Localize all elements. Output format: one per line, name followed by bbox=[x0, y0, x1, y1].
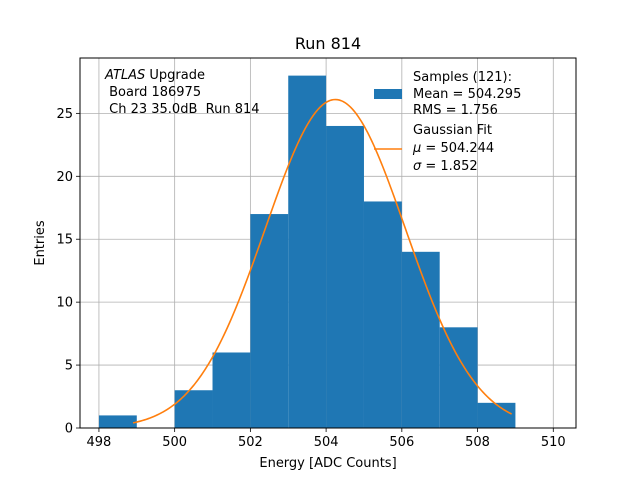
legend-samples-rms: RMS = 1.756 bbox=[413, 103, 498, 118]
upgrade-text: Upgrade bbox=[145, 68, 205, 83]
x-tick-label: 506 bbox=[389, 435, 414, 450]
grid-lines bbox=[80, 58, 576, 429]
histogram-bar bbox=[477, 402, 516, 428]
board-label: Board 186975 bbox=[105, 85, 201, 100]
legend: Samples (121): Mean = 504.295 RMS = 1.75… bbox=[374, 70, 521, 174]
histogram-bar bbox=[250, 214, 289, 428]
legend-fit-mu: μ = 504.244 bbox=[412, 141, 494, 156]
x-axis-ticks: 498 500 502 504 506 508 510 bbox=[87, 428, 566, 450]
x-tick-label: 498 bbox=[87, 435, 112, 450]
chart-title: Run 814 bbox=[295, 34, 361, 53]
y-tick-label: 0 bbox=[65, 422, 73, 437]
sigma-symbol: σ bbox=[413, 159, 422, 174]
x-axis-title: Energy [ADC Counts] bbox=[259, 456, 396, 471]
histogram-bar bbox=[401, 251, 440, 428]
y-axis-ticks: 0 5 10 15 20 25 bbox=[56, 107, 80, 437]
histogram-bar bbox=[212, 352, 251, 428]
legend-samples-title: Samples (121): bbox=[413, 70, 512, 85]
legend-fit-title: Gaussian Fit bbox=[413, 123, 492, 138]
histogram-bar bbox=[363, 201, 402, 428]
y-tick-label: 20 bbox=[56, 170, 73, 185]
x-tick-label: 504 bbox=[314, 435, 339, 450]
sigma-value: = 1.852 bbox=[421, 159, 477, 174]
histogram-bar bbox=[288, 75, 327, 428]
mu-symbol: μ bbox=[412, 141, 421, 156]
legend-fit-sigma: σ = 1.852 bbox=[413, 159, 478, 174]
channel-run-label: Ch 23 35.0dB Run 814 bbox=[105, 102, 260, 117]
legend-samples-mean: Mean = 504.295 bbox=[413, 87, 521, 102]
x-tick-label: 500 bbox=[162, 435, 187, 450]
y-tick-label: 25 bbox=[56, 107, 73, 122]
atlas-italic: ATLAS bbox=[104, 68, 145, 83]
x-tick-label: 508 bbox=[465, 435, 490, 450]
gaussian-fit-curve bbox=[132, 98, 512, 424]
y-tick-label: 15 bbox=[56, 233, 73, 248]
mu-value: = 504.244 bbox=[421, 141, 494, 156]
x-tick-label: 502 bbox=[238, 435, 263, 450]
legend-samples-swatch bbox=[374, 89, 402, 99]
histogram-bar bbox=[326, 125, 364, 429]
y-axis-title: Entries bbox=[33, 220, 48, 266]
y-tick-label: 10 bbox=[56, 296, 73, 311]
y-tick-label: 5 bbox=[65, 359, 73, 374]
x-tick-label: 510 bbox=[541, 435, 566, 450]
histogram-bars bbox=[98, 75, 516, 429]
plot-frame bbox=[79, 57, 577, 429]
histogram-bar bbox=[98, 415, 137, 428]
histogram-bar bbox=[174, 390, 213, 428]
atlas-label: ATLAS Upgrade bbox=[104, 68, 205, 83]
